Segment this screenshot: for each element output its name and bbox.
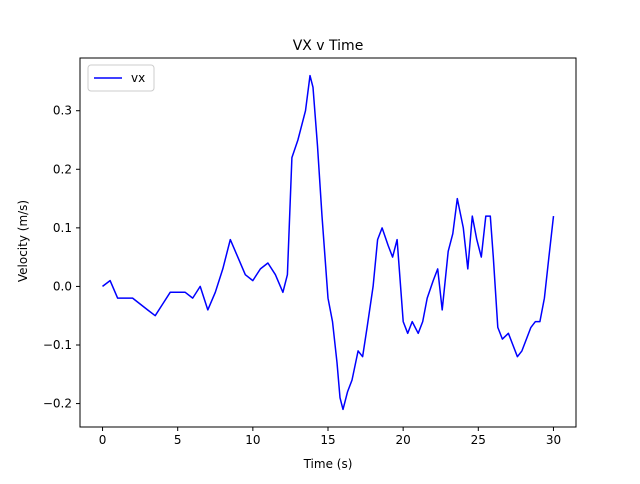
y-tick-label: 0.3 [53, 104, 72, 118]
x-tick-label: 30 [546, 433, 561, 447]
x-tick-label: 0 [99, 433, 107, 447]
y-tick-label: 0.0 [53, 279, 72, 293]
x-tick-label: 10 [245, 433, 260, 447]
x-tick-label: 20 [396, 433, 411, 447]
y-tick-label: 0.1 [53, 221, 72, 235]
plot-area: 0 5 10 15 20 25 30 −0.2 −0.1 0.0 0.1 0.2 0.3 vx [43, 57, 577, 447]
y-axis-label: Velocity (m/s) [16, 200, 30, 282]
chart-title: VX v Time [293, 38, 364, 54]
y-tick-label: −0.1 [43, 338, 72, 352]
x-tick-label: 15 [320, 433, 335, 447]
legend-label: vx [131, 71, 145, 85]
series-line-vx [102, 74, 555, 411]
x-axis-label: Time (s) [303, 457, 353, 471]
y-tick-label: −0.2 [43, 397, 72, 411]
x-tick-label: 5 [174, 433, 182, 447]
y-tick-label: 0.2 [53, 162, 72, 176]
x-tick-label: 25 [471, 433, 486, 447]
